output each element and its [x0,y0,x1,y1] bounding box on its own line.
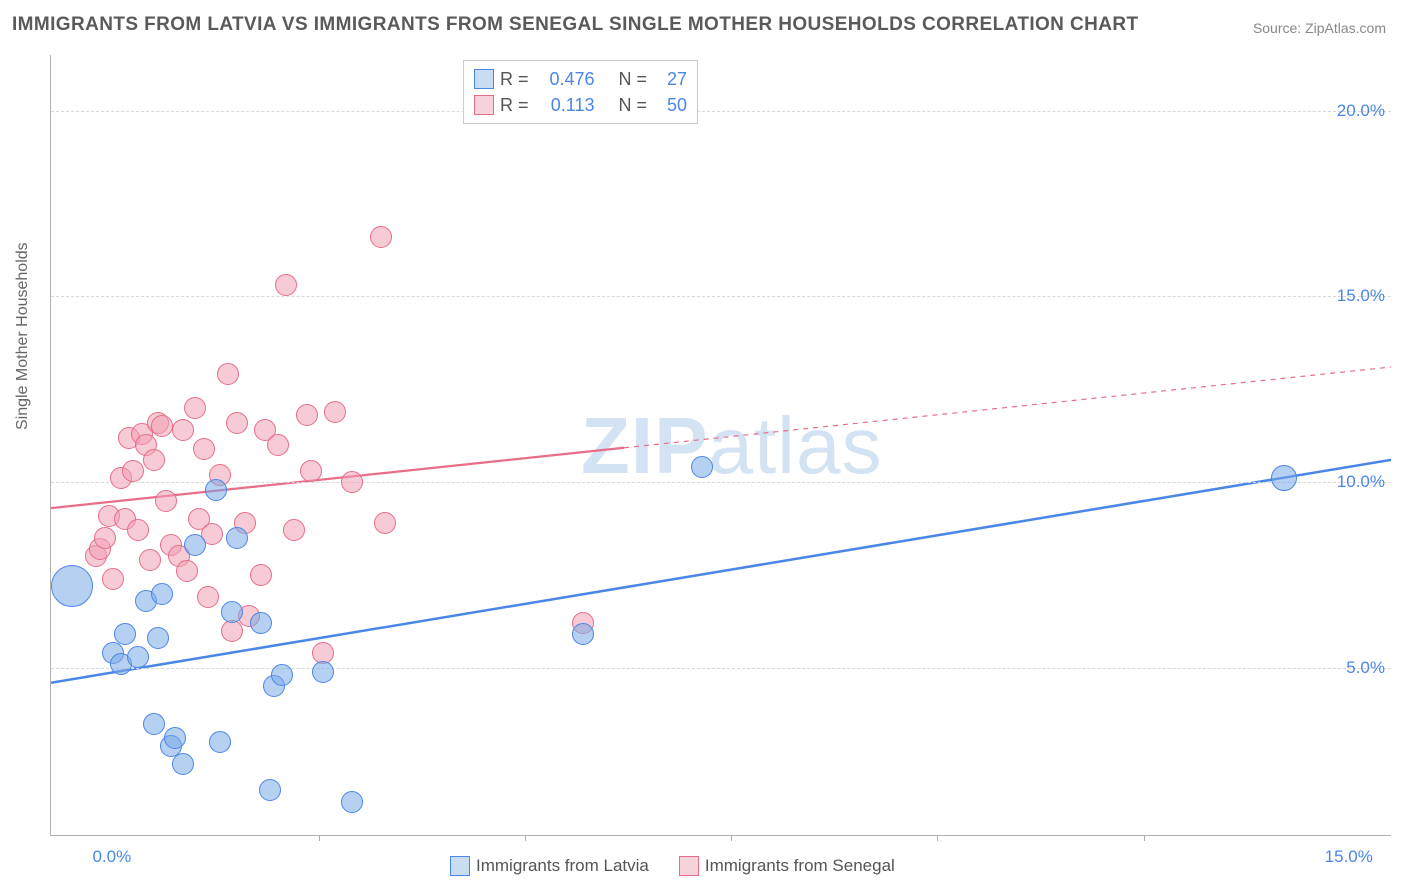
data-point [51,565,93,607]
plot-area: ZIPatlas 5.0% 10.0% 15.0% 20.0% [50,55,1391,836]
swatch-icon [474,95,494,115]
data-point [226,412,248,434]
data-point [217,363,239,385]
data-point [312,661,334,683]
data-point [691,456,713,478]
data-point [143,449,165,471]
data-point [296,404,318,426]
stats-n-value: 50 [653,92,687,118]
stats-row: R =0.113 N =50 [474,92,687,118]
data-point [572,623,594,645]
data-point [114,623,136,645]
data-point [267,434,289,456]
watermark: ZIPatlas [581,400,882,492]
data-point [184,534,206,556]
y-tick-label: 15.0% [1337,286,1385,306]
watermark-rest: atlas [708,401,882,490]
data-point [341,791,363,813]
legend-bottom: Immigrants from Latvia Immigrants from Se… [450,856,895,876]
stats-n-label: N = [619,66,648,92]
legend-label: Immigrants from Latvia [476,856,649,876]
swatch-icon [679,856,699,876]
swatch-icon [474,69,494,89]
gridline [51,296,1391,297]
data-point [341,471,363,493]
gridline [51,111,1391,112]
chart-title: IMMIGRANTS FROM LATVIA VS IMMIGRANTS FRO… [12,14,1138,36]
data-point [151,415,173,437]
watermark-bold: ZIP [581,401,708,490]
data-point [205,479,227,501]
data-point [226,527,248,549]
chart-container: IMMIGRANTS FROM LATVIA VS IMMIGRANTS FRO… [0,0,1406,892]
data-point [172,419,194,441]
trend-overlay [51,55,1391,835]
legend-label: Immigrants from Senegal [705,856,895,876]
data-point [197,586,219,608]
x-tick [525,835,526,841]
data-point [374,512,396,534]
data-point [155,490,177,512]
data-point [300,460,322,482]
data-point [127,646,149,668]
gridline [51,482,1391,483]
data-point [193,438,215,460]
data-point [271,664,293,686]
legend-item: Immigrants from Latvia [450,856,649,876]
data-point [324,401,346,423]
data-point [127,519,149,541]
data-point [143,713,165,735]
x-tick [1144,835,1145,841]
data-point [184,397,206,419]
stats-r-value: 0.113 [535,92,595,118]
data-point [147,627,169,649]
data-point [275,274,297,296]
data-point [164,727,186,749]
legend-item: Immigrants from Senegal [679,856,895,876]
data-point [370,226,392,248]
swatch-icon [450,856,470,876]
data-point [139,549,161,571]
data-point [283,519,305,541]
x-tick-label: 0.0% [92,847,131,867]
data-point [122,460,144,482]
stats-box: R =0.476 N =27 R =0.113 N =50 [463,60,698,124]
stats-r-label: R = [500,92,529,118]
data-point [94,527,116,549]
x-tick [731,835,732,841]
trend-line-dashed [624,367,1391,448]
data-point [151,583,173,605]
stats-r-label: R = [500,66,529,92]
stats-n-label: N = [619,92,648,118]
data-point [259,779,281,801]
x-tick [937,835,938,841]
data-point [176,560,198,582]
data-point [1271,465,1297,491]
x-tick-label: 15.0% [1325,847,1373,867]
data-point [221,601,243,623]
data-point [209,731,231,753]
stats-n-value: 27 [653,66,687,92]
y-axis-title: Single Mother Households [14,242,32,430]
data-point [172,753,194,775]
data-point [250,612,272,634]
y-tick-label: 20.0% [1337,101,1385,121]
y-tick-label: 5.0% [1346,658,1385,678]
stats-r-value: 0.476 [535,66,595,92]
data-point [250,564,272,586]
stats-row: R =0.476 N =27 [474,66,687,92]
x-tick [319,835,320,841]
data-point [102,568,124,590]
gridline [51,668,1391,669]
source-attribution: Source: ZipAtlas.com [1253,20,1386,36]
y-tick-label: 10.0% [1337,472,1385,492]
